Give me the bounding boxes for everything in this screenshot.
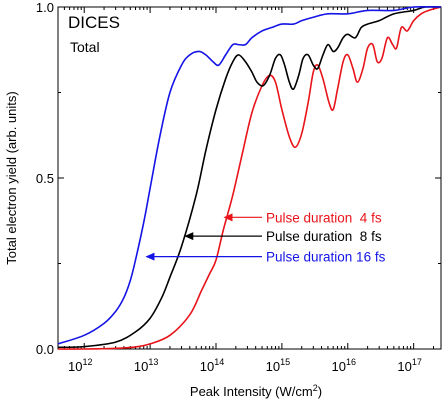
x-tick-label-base: 10 bbox=[134, 359, 148, 374]
annotation-arrowhead-4fs bbox=[223, 213, 233, 222]
x-tick-label-exponent: 16 bbox=[346, 357, 356, 367]
series-line-4fs bbox=[57, 6, 442, 350]
x-axis-title-sup: 2 bbox=[313, 383, 318, 393]
x-tick-label-base: 10 bbox=[68, 359, 82, 374]
x-tick-label-4: 1016 bbox=[332, 357, 356, 374]
x-tick-label-base: 10 bbox=[397, 359, 411, 374]
annotation-label-8fs: Pulse duration 8 fs bbox=[266, 229, 382, 244]
panel-subtitle: Total bbox=[70, 39, 100, 55]
panel-title: DICES bbox=[68, 13, 120, 32]
x-axis-title-tail: ) bbox=[318, 384, 322, 399]
x-tick-label-3: 1015 bbox=[266, 357, 290, 374]
x-tick-label-exponent: 17 bbox=[412, 357, 422, 367]
y-axis-title: Total electron yield (arb. units) bbox=[4, 91, 19, 264]
series-line-8fs bbox=[57, 5, 442, 349]
x-tick-label-base: 10 bbox=[200, 359, 214, 374]
series-line-16fs bbox=[57, 5, 442, 345]
plot-frame bbox=[57, 6, 442, 350]
x-tick-label-0: 1012 bbox=[68, 357, 92, 374]
annotation-arrowhead-16fs bbox=[145, 252, 155, 261]
annotation-label-16fs: Pulse duration 16 fs bbox=[266, 250, 386, 265]
x-tick-label-5: 1017 bbox=[397, 357, 421, 374]
x-tick-label-exponent: 13 bbox=[148, 357, 158, 367]
data-series bbox=[57, 5, 442, 350]
y-tick-label-0: 0.0 bbox=[36, 342, 54, 357]
x-tick-label-exponent: 15 bbox=[280, 357, 290, 367]
annotation-arrowhead-8fs bbox=[184, 232, 194, 241]
y-tick-label-2: 1.0 bbox=[36, 0, 54, 15]
x-tick-label-2: 1014 bbox=[200, 357, 224, 374]
annotation-label-4fs: Pulse duration 4 fs bbox=[266, 210, 382, 225]
x-tick-label-exponent: 14 bbox=[214, 357, 224, 367]
x-tick-label-1: 1013 bbox=[134, 357, 158, 374]
x-axis-title-main: Peak Intensity (W/cm bbox=[190, 384, 313, 399]
y-tick-label-1: 0.5 bbox=[36, 171, 54, 186]
annotations: Pulse duration 4 fs Pulse duration 8 fs Pu… bbox=[145, 210, 386, 265]
x-tick-label-base: 10 bbox=[332, 359, 346, 374]
x-axis-title: Peak Intensity (W/cm2) bbox=[190, 383, 322, 399]
x-tick-label-base: 10 bbox=[266, 359, 280, 374]
x-tick-label-exponent: 12 bbox=[82, 357, 92, 367]
